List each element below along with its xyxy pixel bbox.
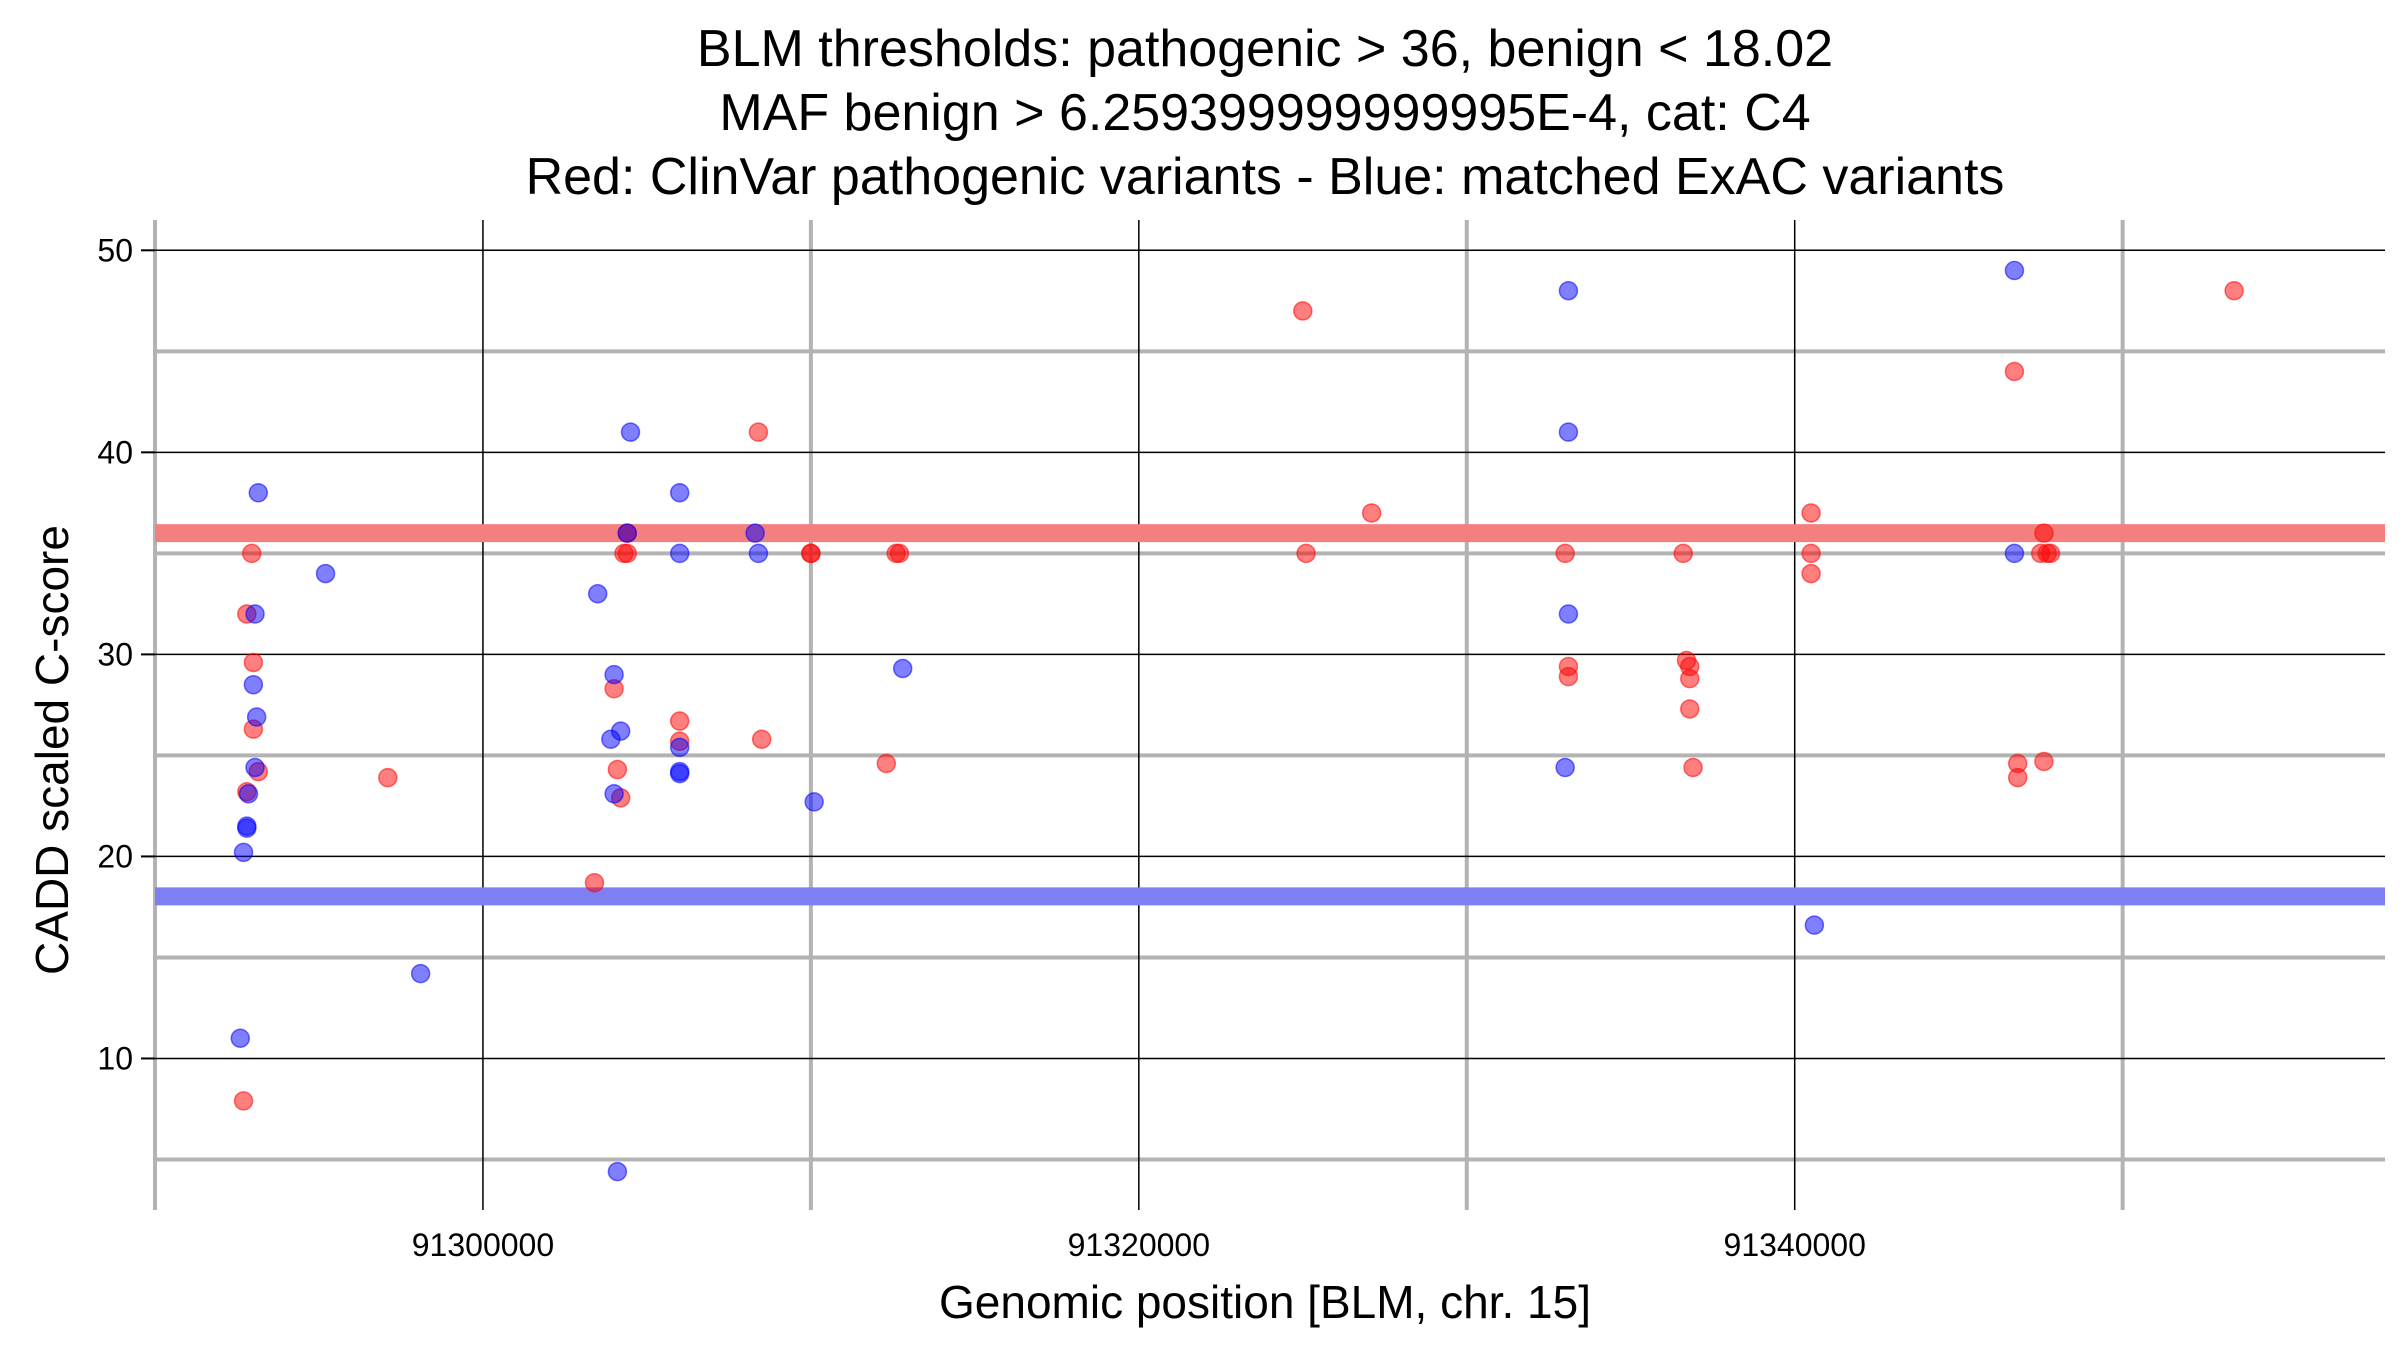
y-axis-label: CADD scaled C-score (26, 525, 78, 975)
title-line-2: MAF benign > 6.259399999999995E-4, cat: … (719, 84, 1810, 142)
data-point (1296, 543, 1316, 564)
data-point (246, 707, 267, 727)
data-point (1683, 757, 1703, 778)
data-point (889, 543, 910, 564)
y-tick-label: 10 (97, 1040, 133, 1076)
data-point (669, 711, 690, 731)
data-point (1293, 301, 1313, 321)
data-point (876, 753, 897, 774)
data-point (610, 721, 631, 741)
data-point (1558, 666, 1579, 687)
data-point (2040, 543, 2061, 564)
data-point (1801, 543, 1821, 564)
data-point (245, 604, 265, 624)
data-point (1801, 563, 1821, 584)
data-point (410, 963, 431, 984)
data-point (584, 872, 605, 893)
data-point (243, 674, 264, 695)
data-point (669, 763, 690, 784)
data-point (1680, 699, 1700, 719)
data-point (2224, 280, 2244, 301)
data-point (604, 784, 624, 804)
data-point (230, 1028, 251, 1049)
title-line-1: BLM thresholds: pathogenic > 36, benign … (697, 20, 1833, 78)
data-point (233, 842, 254, 863)
data-point (669, 543, 690, 564)
data-point (241, 543, 262, 564)
data-point (892, 658, 913, 679)
data-points (230, 260, 2244, 1182)
data-point (238, 784, 259, 804)
data-point (1804, 915, 1825, 935)
tick-labels: 10 20 30 40 50 91300000 91320000 91340000 (97, 232, 1865, 1263)
y-tick-label: 20 (97, 838, 133, 874)
data-point (237, 818, 257, 838)
data-point (1558, 604, 1579, 624)
data-point (748, 543, 769, 564)
x-tick-label: 91300000 (412, 1227, 554, 1263)
data-point (1680, 668, 1700, 689)
data-point (233, 1091, 254, 1111)
x-tick-label: 91320000 (1068, 1227, 1210, 1263)
data-point (378, 767, 398, 788)
data-point (2007, 767, 2028, 788)
x-axis-label: Genomic position [BLM, chr. 15] (939, 1276, 1591, 1328)
data-point (804, 792, 824, 812)
data-point (2034, 751, 2054, 772)
data-point (1555, 543, 1575, 564)
data-point (1558, 280, 1579, 301)
data-point (315, 563, 336, 584)
data-point (1673, 543, 1693, 564)
data-point (1361, 503, 1382, 523)
data-point (607, 1161, 628, 1182)
data-point (617, 523, 637, 543)
data-point (669, 737, 690, 758)
data-point (617, 543, 637, 564)
y-tick-label: 50 (97, 232, 133, 268)
data-point (248, 483, 269, 503)
grid (141, 220, 2385, 1210)
data-point (607, 759, 628, 780)
data-point (669, 483, 690, 503)
data-point (745, 523, 765, 543)
y-tick-label: 40 (97, 434, 133, 470)
data-point (243, 652, 264, 673)
data-point (2004, 361, 2025, 382)
data-point (1558, 422, 1579, 442)
threshold-lines (155, 524, 2385, 906)
data-point (1801, 503, 1821, 523)
data-point (604, 664, 624, 685)
data-point (587, 584, 608, 604)
data-point (751, 729, 772, 749)
data-point (801, 543, 821, 564)
x-tick-label: 91340000 (1724, 1227, 1866, 1263)
data-point (2004, 260, 2025, 281)
y-tick-label: 30 (97, 636, 133, 672)
chart-title: BLM thresholds: pathogenic > 36, benign … (526, 20, 2005, 206)
data-point (748, 422, 769, 442)
data-point (620, 422, 641, 442)
data-point (1555, 757, 1575, 778)
title-line-3: Red: ClinVar pathogenic variants - Blue:… (526, 148, 2005, 206)
data-point (2034, 523, 2054, 543)
data-point (2004, 543, 2025, 564)
data-point (245, 757, 265, 778)
